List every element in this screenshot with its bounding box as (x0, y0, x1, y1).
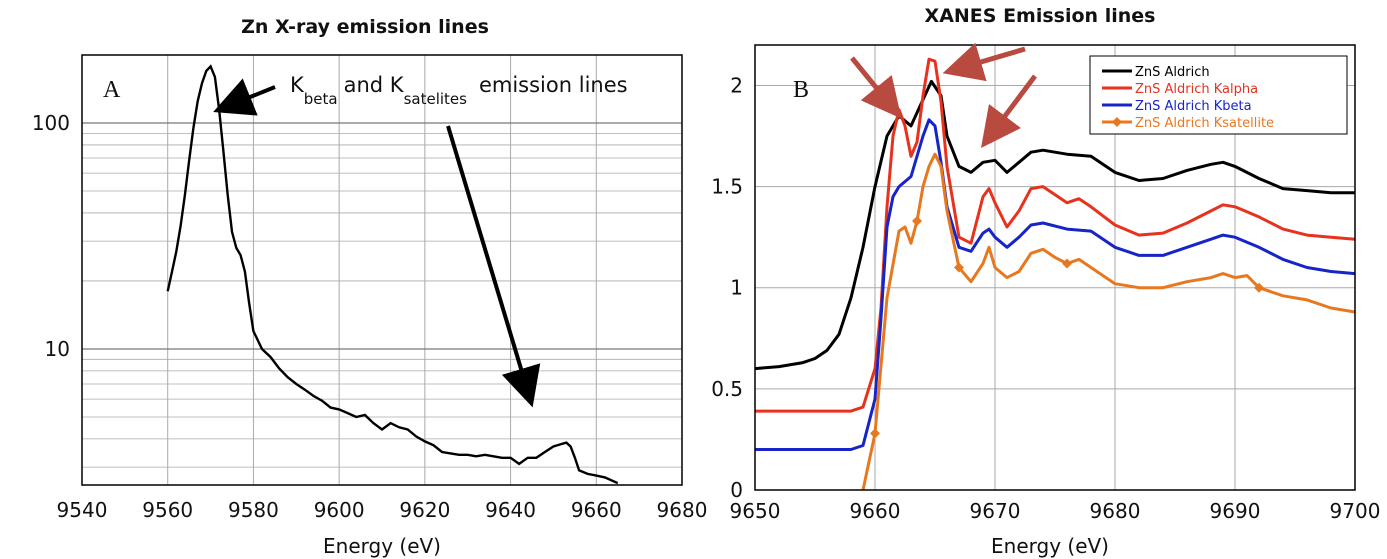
legend-label: ZnS Aldrich Kbeta (1135, 99, 1252, 114)
series-marker (954, 262, 964, 273)
series-line-black (755, 79, 1355, 371)
panel-b-title: XANES Emission lines (925, 5, 1156, 27)
series-line-red (755, 57, 1355, 413)
x-tick-label: 9580 (228, 498, 279, 522)
arrow-kbeta (213, 78, 276, 116)
series-marker (1254, 282, 1264, 293)
panel-a-frame (81, 54, 683, 486)
y-tick-label: 0 (730, 478, 743, 502)
panel-a-title: Zn X-ray emission lines (241, 16, 489, 38)
series-marker (870, 428, 880, 439)
annotation-sub-beta: beta (304, 90, 338, 108)
series-line-orange (861, 152, 1355, 490)
panel-b-letter: B (793, 77, 809, 103)
annotation-k1: K (290, 73, 305, 97)
series-line-blue (755, 118, 1355, 451)
x-tick-label: 9680 (1090, 499, 1141, 523)
panel-b: XANES Emission lines 9650 9660 9670 9680 969… (711, 5, 1380, 558)
panel-b-ticks: 9650 9660 9670 9680 9690 9700 0 0.5 1 1.5 2 (711, 73, 1380, 523)
x-tick-label: 9660 (571, 498, 622, 522)
panel-b-xlabel: Energy (eV) (991, 534, 1109, 558)
y-tick-label: 10 (45, 337, 70, 361)
legend-box (1089, 55, 1348, 135)
panel-a-annotation: Kbeta and Ksatelites emission lines (290, 73, 628, 108)
panel-a-letter: A (103, 77, 121, 103)
x-tick-label: 9640 (485, 498, 536, 522)
panel-a-xlabel: Energy (eV) (323, 534, 441, 558)
x-tick-label: 9560 (142, 498, 193, 522)
arrow-ksatellites (446, 125, 541, 408)
panel-a-series-line (166, 64, 619, 485)
red-arrow-2 (942, 42, 1026, 82)
panel-a-ticks: 9540 9560 9580 9600 9620 9640 9660 9680 10 100 (32, 111, 708, 522)
legend-label: ZnS Aldrich Ksatellite (1135, 116, 1274, 131)
series-marker (1062, 258, 1072, 269)
y-tick-label: 100 (32, 111, 70, 135)
y-tick-label: 2 (730, 73, 743, 97)
legend-label: ZnS Aldrich (1135, 65, 1210, 80)
series-marker (912, 215, 922, 226)
y-tick-label: 1.5 (711, 175, 743, 199)
x-tick-label: 9670 (970, 499, 1021, 523)
x-tick-label: 9600 (314, 498, 365, 522)
panel-b-legend: ZnS Aldrich ZnS Aldrich Kalpha ZnS Aldrich… (1089, 55, 1348, 135)
x-tick-label: 9660 (850, 499, 901, 523)
legend-label: ZnS Aldrich Kalpha (1135, 82, 1258, 97)
panel-b-frame (754, 44, 1356, 491)
panel-b-series (755, 57, 1355, 490)
annotation-emission-lines: emission lines (479, 73, 628, 97)
annotation-sub-satelites: satelites (404, 90, 468, 108)
legend-marker (1112, 117, 1122, 127)
annotation-and-k: and K (344, 73, 405, 97)
x-tick-label: 9690 (1210, 499, 1261, 523)
x-tick-label: 9650 (730, 499, 781, 523)
panel-a: Zn X-ray emission lines 9540 9560 9580 9600… (32, 16, 708, 558)
red-arrow-1 (850, 56, 902, 119)
panel-a-grid (81, 54, 683, 485)
x-tick-label: 9700 (1330, 499, 1381, 523)
x-tick-label: 9540 (57, 498, 108, 522)
x-tick-label: 9620 (399, 498, 450, 522)
y-tick-label: 1 (730, 276, 743, 300)
x-tick-label: 9680 (657, 498, 708, 522)
y-tick-label: 0.5 (711, 377, 743, 401)
red-arrow-3 (981, 74, 1037, 148)
